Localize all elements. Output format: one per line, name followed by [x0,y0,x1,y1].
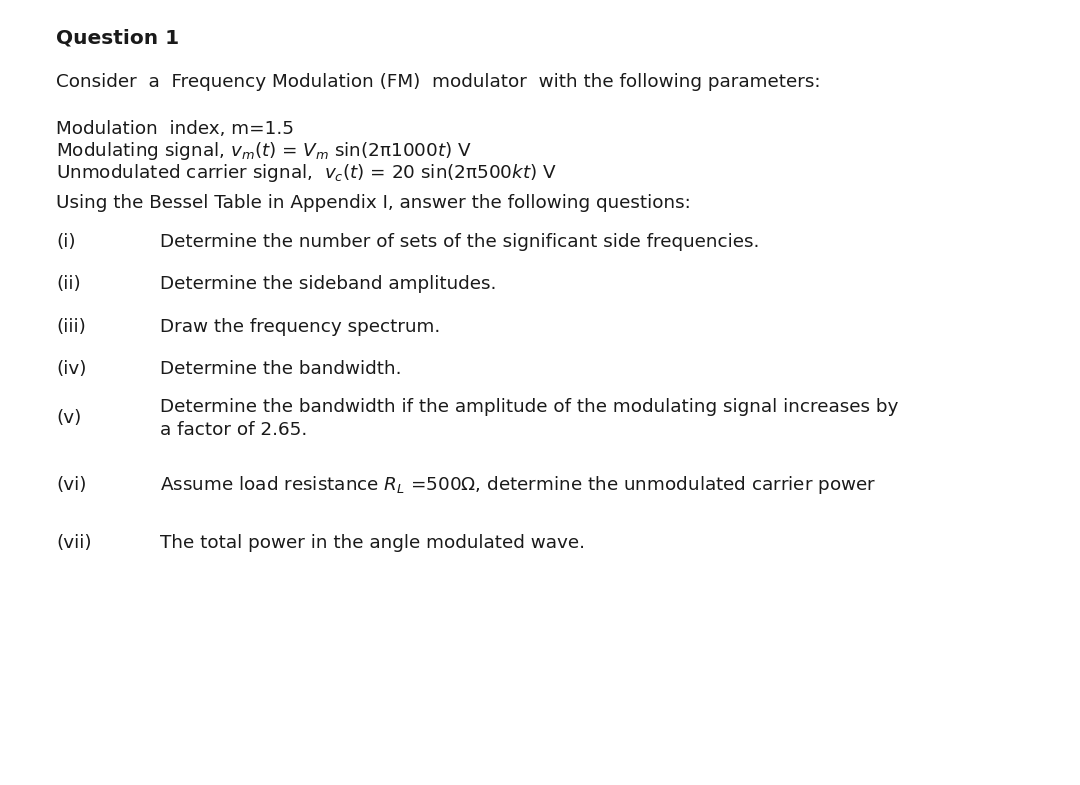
Text: Using the Bessel Table in Appendix I, answer the following questions:: Using the Bessel Table in Appendix I, an… [56,194,691,211]
Text: Question 1: Question 1 [56,28,179,47]
Text: Determine the bandwidth if the amplitude of the modulating signal increases by: Determine the bandwidth if the amplitude… [160,398,899,415]
Text: (v): (v) [56,409,81,426]
Text: Draw the frequency spectrum.: Draw the frequency spectrum. [160,318,440,335]
Text: Unmodulated carrier signal,  $v_c(t)$ = 20 sin(2π500$kt$) V: Unmodulated carrier signal, $v_c(t)$ = 2… [56,162,557,184]
Text: (ii): (ii) [56,276,81,293]
Text: (iii): (iii) [56,318,86,335]
Text: (i): (i) [56,233,76,250]
Text: Assume load resistance $R_L$ =500Ω, determine the unmodulated carrier power: Assume load resistance $R_L$ =500Ω, dete… [160,474,876,496]
Text: (vii): (vii) [56,535,92,552]
Text: Consider  a  Frequency Modulation (FM)  modulator  with the following parameters: Consider a Frequency Modulation (FM) mod… [56,74,821,91]
Text: a factor of 2.65.: a factor of 2.65. [160,422,307,439]
Text: Determine the bandwidth.: Determine the bandwidth. [160,360,402,378]
Text: (vi): (vi) [56,476,86,494]
Text: (iv): (iv) [56,360,86,378]
Text: Determine the number of sets of the significant side frequencies.: Determine the number of sets of the sign… [160,233,759,250]
Text: Determine the sideband amplitudes.: Determine the sideband amplitudes. [160,276,496,293]
Text: Modulation  index, m=1.5: Modulation index, m=1.5 [56,120,294,137]
Text: Modulating signal, $v_m(t)$ = $V_m$ sin(2π1000$t$) V: Modulating signal, $v_m(t)$ = $V_m$ sin(… [56,140,472,162]
Text: The total power in the angle modulated wave.: The total power in the angle modulated w… [160,535,585,552]
